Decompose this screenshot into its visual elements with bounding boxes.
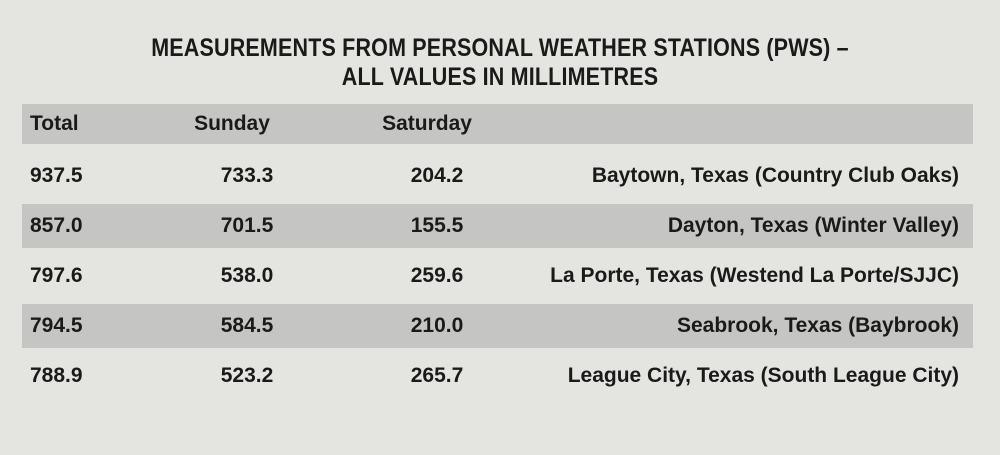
cell-location: La Porte, Texas (Westend La Porte/SJJC) — [550, 264, 959, 287]
cell-location: Baytown, Texas (Country Club Oaks) — [591, 164, 959, 187]
table-row: 797.6 538.0 259.6 La Porte, Texas (Weste… — [22, 254, 973, 298]
cell-saturday: 259.6 — [410, 264, 464, 287]
cell-saturday: 204.2 — [410, 164, 464, 187]
table-row: 788.9 523.2 265.7 League City, Texas (So… — [22, 354, 973, 398]
table-title-line-2: ALL VALUES IN MILLIMETRES — [341, 63, 659, 91]
cell-saturday: 265.7 — [410, 364, 464, 387]
table-row: 794.5 584.5 210.0 Seabrook, Texas (Baybr… — [22, 304, 973, 348]
table-header-row: Total Sunday Saturday — [22, 104, 973, 144]
cell-total: 797.6 — [30, 264, 83, 287]
header-total: Total — [30, 112, 79, 135]
table-title-line-1: MEASUREMENTS FROM PERSONAL WEATHER STATI… — [151, 34, 849, 62]
cell-saturday: 155.5 — [410, 214, 464, 237]
cell-sunday: 584.5 — [220, 314, 274, 337]
cell-saturday: 210.0 — [410, 314, 464, 337]
cell-sunday: 701.5 — [220, 214, 274, 237]
cell-total: 788.9 — [30, 364, 83, 387]
table-row: 937.5 733.3 204.2 Baytown, Texas (Countr… — [22, 154, 973, 198]
cell-total: 857.0 — [30, 214, 83, 237]
cell-location: League City, Texas (South League City) — [567, 364, 959, 387]
cell-total: 937.5 — [30, 164, 83, 187]
cell-location: Seabrook, Texas (Baybrook) — [676, 314, 959, 337]
cell-location: Dayton, Texas (Winter Valley) — [667, 214, 959, 237]
cell-sunday: 523.2 — [220, 364, 274, 387]
cell-sunday: 538.0 — [220, 264, 274, 287]
rainfall-table: Total Sunday Saturday 937.5 733.3 204.2 … — [22, 104, 973, 404]
cell-total: 794.5 — [30, 314, 83, 337]
cell-sunday: 733.3 — [220, 164, 274, 187]
table-row: 857.0 701.5 155.5 Dayton, Texas (Winter … — [22, 204, 973, 248]
table-title: MEASUREMENTS FROM PERSONAL WEATHER STATI… — [70, 34, 930, 92]
header-sunday: Sunday — [194, 112, 270, 135]
header-saturday: Saturday — [382, 112, 472, 135]
